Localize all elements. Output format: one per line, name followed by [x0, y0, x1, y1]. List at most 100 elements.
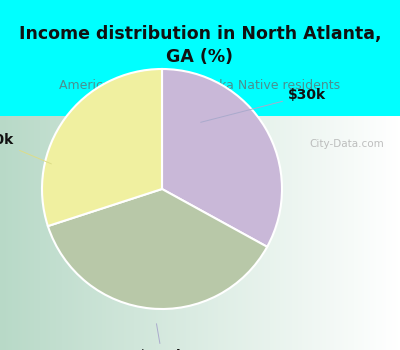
Bar [206, 116, 208, 350]
Bar [90, 116, 92, 350]
Bar [12, 116, 14, 350]
Bar [296, 116, 298, 350]
Bar [284, 116, 286, 350]
Bar [100, 116, 102, 350]
Bar [110, 116, 112, 350]
Bar [136, 116, 138, 350]
Bar [358, 116, 360, 350]
Bar [190, 116, 192, 350]
Bar [108, 116, 110, 350]
Bar [256, 116, 258, 350]
Bar [288, 116, 290, 350]
Bar [316, 116, 318, 350]
Bar [392, 116, 394, 350]
Bar [326, 116, 328, 350]
Bar [44, 116, 46, 350]
Bar [186, 116, 188, 350]
Bar [292, 116, 294, 350]
Bar [172, 116, 174, 350]
Bar [210, 116, 212, 350]
Bar [254, 116, 256, 350]
Bar [56, 116, 58, 350]
Bar [340, 116, 342, 350]
Bar [302, 116, 304, 350]
Wedge shape [162, 69, 282, 247]
Bar [2, 116, 4, 350]
Text: City-Data.com: City-Data.com [309, 139, 384, 149]
Bar [14, 116, 16, 350]
Bar [350, 116, 352, 350]
Bar [74, 116, 76, 350]
Bar [48, 116, 50, 350]
Bar [158, 116, 160, 350]
Bar [394, 116, 396, 350]
Bar [298, 116, 300, 350]
Text: $30k: $30k [201, 88, 326, 122]
Bar [148, 116, 150, 350]
Bar [380, 116, 382, 350]
Bar [346, 116, 348, 350]
Bar [170, 116, 172, 350]
Bar [286, 116, 288, 350]
Bar [94, 116, 96, 350]
Text: American Indian and Alaska Native residents: American Indian and Alaska Native reside… [60, 79, 340, 92]
Bar [220, 116, 222, 350]
Bar [120, 116, 122, 350]
Bar [260, 116, 262, 350]
Bar [0, 116, 2, 350]
Text: Income distribution in North Atlanta,
GA (%): Income distribution in North Atlanta, GA… [19, 26, 381, 65]
Bar [382, 116, 384, 350]
Bar [26, 116, 28, 350]
Bar [384, 116, 386, 350]
Bar [78, 116, 80, 350]
Bar [198, 116, 200, 350]
Bar [306, 116, 308, 350]
Bar [28, 116, 30, 350]
Bar [386, 116, 388, 350]
Bar [250, 116, 252, 350]
Bar [58, 116, 60, 350]
Bar [234, 116, 236, 350]
Bar [72, 116, 74, 350]
Bar [218, 116, 220, 350]
Bar [30, 116, 32, 350]
Bar [314, 116, 316, 350]
Bar [330, 116, 332, 350]
Bar [252, 116, 254, 350]
Bar [6, 116, 8, 350]
Bar [66, 116, 68, 350]
Bar [372, 116, 374, 350]
Bar [336, 116, 338, 350]
Bar [242, 116, 244, 350]
Bar [228, 116, 230, 350]
Bar [274, 116, 276, 350]
Bar [128, 116, 130, 350]
Bar [192, 116, 194, 350]
Bar [118, 116, 120, 350]
Bar [304, 116, 306, 350]
Bar [258, 116, 260, 350]
Bar [144, 116, 146, 350]
Bar [150, 116, 152, 350]
Bar [126, 116, 128, 350]
Bar [68, 116, 70, 350]
Bar [368, 116, 370, 350]
Bar [152, 116, 154, 350]
Bar [20, 116, 22, 350]
Bar [356, 116, 358, 350]
Bar [168, 116, 170, 350]
Bar [398, 116, 400, 350]
Bar [52, 116, 54, 350]
Bar [164, 116, 166, 350]
Bar [278, 116, 280, 350]
Bar [104, 116, 106, 350]
Bar [324, 116, 326, 350]
Bar [64, 116, 66, 350]
Bar [112, 116, 114, 350]
Bar [34, 116, 36, 350]
Bar [22, 116, 24, 350]
Bar [116, 116, 118, 350]
Bar [180, 116, 182, 350]
Wedge shape [42, 69, 162, 226]
Bar [322, 116, 324, 350]
